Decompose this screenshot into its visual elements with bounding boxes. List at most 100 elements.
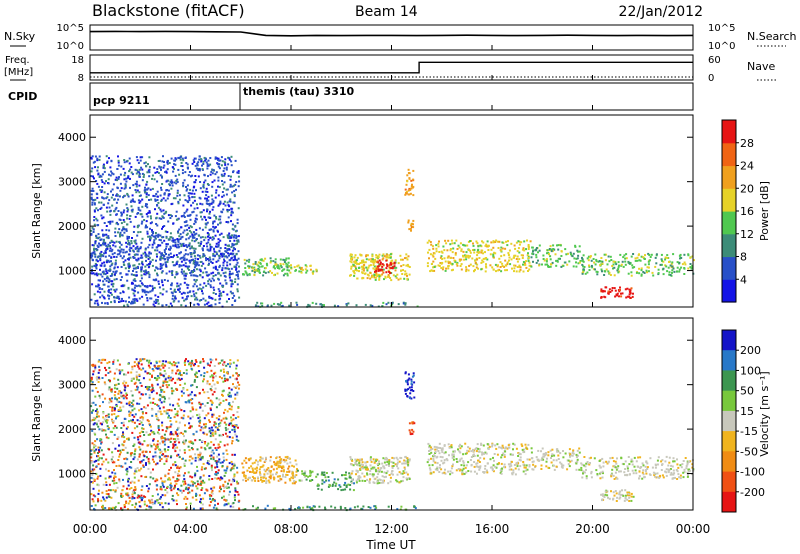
echo-region-0-cell — [151, 458, 154, 461]
echo-region-0-cell — [146, 215, 149, 218]
colorbar-tick-label: 28 — [740, 137, 754, 150]
echo-region-0-cell — [204, 159, 207, 162]
echo-region-0-cell — [190, 192, 193, 195]
echo-region-10-cell — [692, 259, 695, 262]
echo-region-0-cell — [96, 157, 99, 160]
echo-region-0-cell — [160, 200, 163, 202]
echo-region-0-cell — [142, 431, 145, 433]
echo-region-0-cell — [200, 489, 203, 491]
echo-region-0-cell — [185, 439, 187, 442]
echo-region-10-cell — [638, 267, 641, 270]
echo-region-0-cell — [202, 497, 205, 500]
echo-region-0-cell — [163, 440, 166, 443]
echo-region-0-cell — [182, 181, 185, 184]
echo-region-10-cell — [588, 269, 591, 271]
echo-region-0-cell — [117, 415, 120, 418]
echo-region-2-cell — [282, 263, 285, 266]
echo-region-0-cell — [195, 408, 198, 411]
echo-region-2-cell — [280, 266, 283, 269]
echo-region-0-cell — [127, 362, 130, 365]
echo-region-0-cell — [214, 293, 217, 295]
echo-region-8-cell — [522, 261, 525, 263]
echo-region-0-cell — [126, 207, 129, 210]
echo-region-0-cell — [226, 293, 229, 296]
echo-region-4-cell — [360, 259, 363, 262]
echo-region-0-cell — [188, 363, 190, 366]
echo-region-0-cell — [108, 448, 111, 451]
echo-region-8-cell — [493, 251, 496, 254]
echo-region-10-cell — [591, 266, 594, 269]
echo-region-0-cell — [177, 438, 180, 441]
echo-region-0-cell — [181, 165, 184, 168]
echo-region-0-cell — [150, 445, 153, 447]
echo-region-0-cell — [107, 413, 110, 416]
echo-region-0-cell — [111, 408, 114, 411]
echo-region-0-cell — [194, 456, 197, 459]
echo-region-0-cell — [170, 455, 173, 458]
echo-region-9-cell — [549, 258, 552, 261]
echo-region-0-cell — [102, 280, 105, 283]
echo-region-0-cell — [104, 477, 107, 480]
echo-region-0-cell — [172, 463, 175, 466]
echo-region-0-cell — [162, 216, 165, 219]
echo-region-0-cell — [146, 419, 149, 422]
echo-region-0-cell — [140, 475, 143, 478]
echo-region-0-cell — [91, 226, 94, 229]
echo-region-9-cell — [557, 257, 560, 260]
echo-region-0-cell — [169, 287, 172, 290]
echo-region-8-cell — [498, 268, 501, 271]
echo-region-0-cell — [122, 251, 125, 254]
echo-region-0-cell — [129, 481, 132, 484]
echo-region-2-cell — [282, 274, 285, 277]
echo-region-0-cell — [100, 175, 103, 178]
echo-region-0-cell — [222, 368, 225, 371]
echo-region-0-cell — [109, 379, 111, 382]
echo-region-0-cell — [208, 296, 211, 299]
power-colorbar-label: Power [dB] — [758, 181, 771, 241]
echo-region-1-cell — [118, 246, 121, 249]
echo-region-0-cell — [183, 179, 186, 182]
echo-region-0-cell — [202, 271, 205, 274]
echo-region-0-cell — [120, 492, 123, 495]
echo-region-0-cell — [208, 202, 211, 205]
echo-region-1-cell — [113, 252, 116, 255]
echo-region-0-cell — [112, 282, 115, 285]
echo-region-1-cell — [188, 244, 191, 247]
echo-region-0-cell — [174, 446, 177, 449]
echo-region-8-cell — [472, 242, 474, 245]
echo-region-0-cell — [131, 495, 134, 498]
echo-region-1-cell — [188, 242, 191, 245]
echo-region-0-cell — [185, 258, 188, 261]
echo-region-0-cell — [205, 199, 208, 202]
echo-region-0-cell — [156, 462, 159, 465]
echo-region-0-cell — [208, 295, 211, 298]
echo-region-4-cell — [397, 278, 400, 281]
echo-region-0-cell — [97, 224, 100, 227]
echo-region-0-cell — [159, 263, 162, 266]
echo-region-2-cell — [288, 269, 291, 272]
echo-region-0-cell — [218, 167, 221, 170]
echo-region-0-cell — [152, 194, 155, 197]
echo-region-0-cell — [107, 437, 110, 440]
echo-region-0-cell — [218, 264, 221, 267]
echo-region-0-cell — [149, 425, 152, 428]
echo-region-0-cell — [191, 406, 194, 409]
echo-region-1-cell — [218, 249, 221, 252]
echo-region-0-cell — [148, 199, 150, 201]
echo-region-1-cell — [111, 262, 114, 265]
echo-region-0-cell — [165, 460, 168, 463]
echo-region-0-cell — [101, 217, 104, 220]
echo-region-0-cell — [229, 235, 232, 238]
echo-region-0-cell — [192, 442, 195, 445]
echo-region-4-cell — [349, 254, 352, 257]
echo-region-0-cell — [223, 377, 226, 380]
echo-region-0-cell — [201, 503, 204, 506]
echo-region-0-cell — [132, 458, 135, 461]
echo-region-8-cell — [437, 242, 440, 245]
echo-region-0-cell — [154, 448, 157, 451]
echo-region-0-cell — [162, 263, 165, 266]
echo-region-0-cell — [226, 244, 229, 247]
echo-region-0-cell — [224, 486, 227, 489]
echo-region-0-cell — [207, 195, 210, 198]
echo-region-1-cell — [119, 272, 122, 275]
